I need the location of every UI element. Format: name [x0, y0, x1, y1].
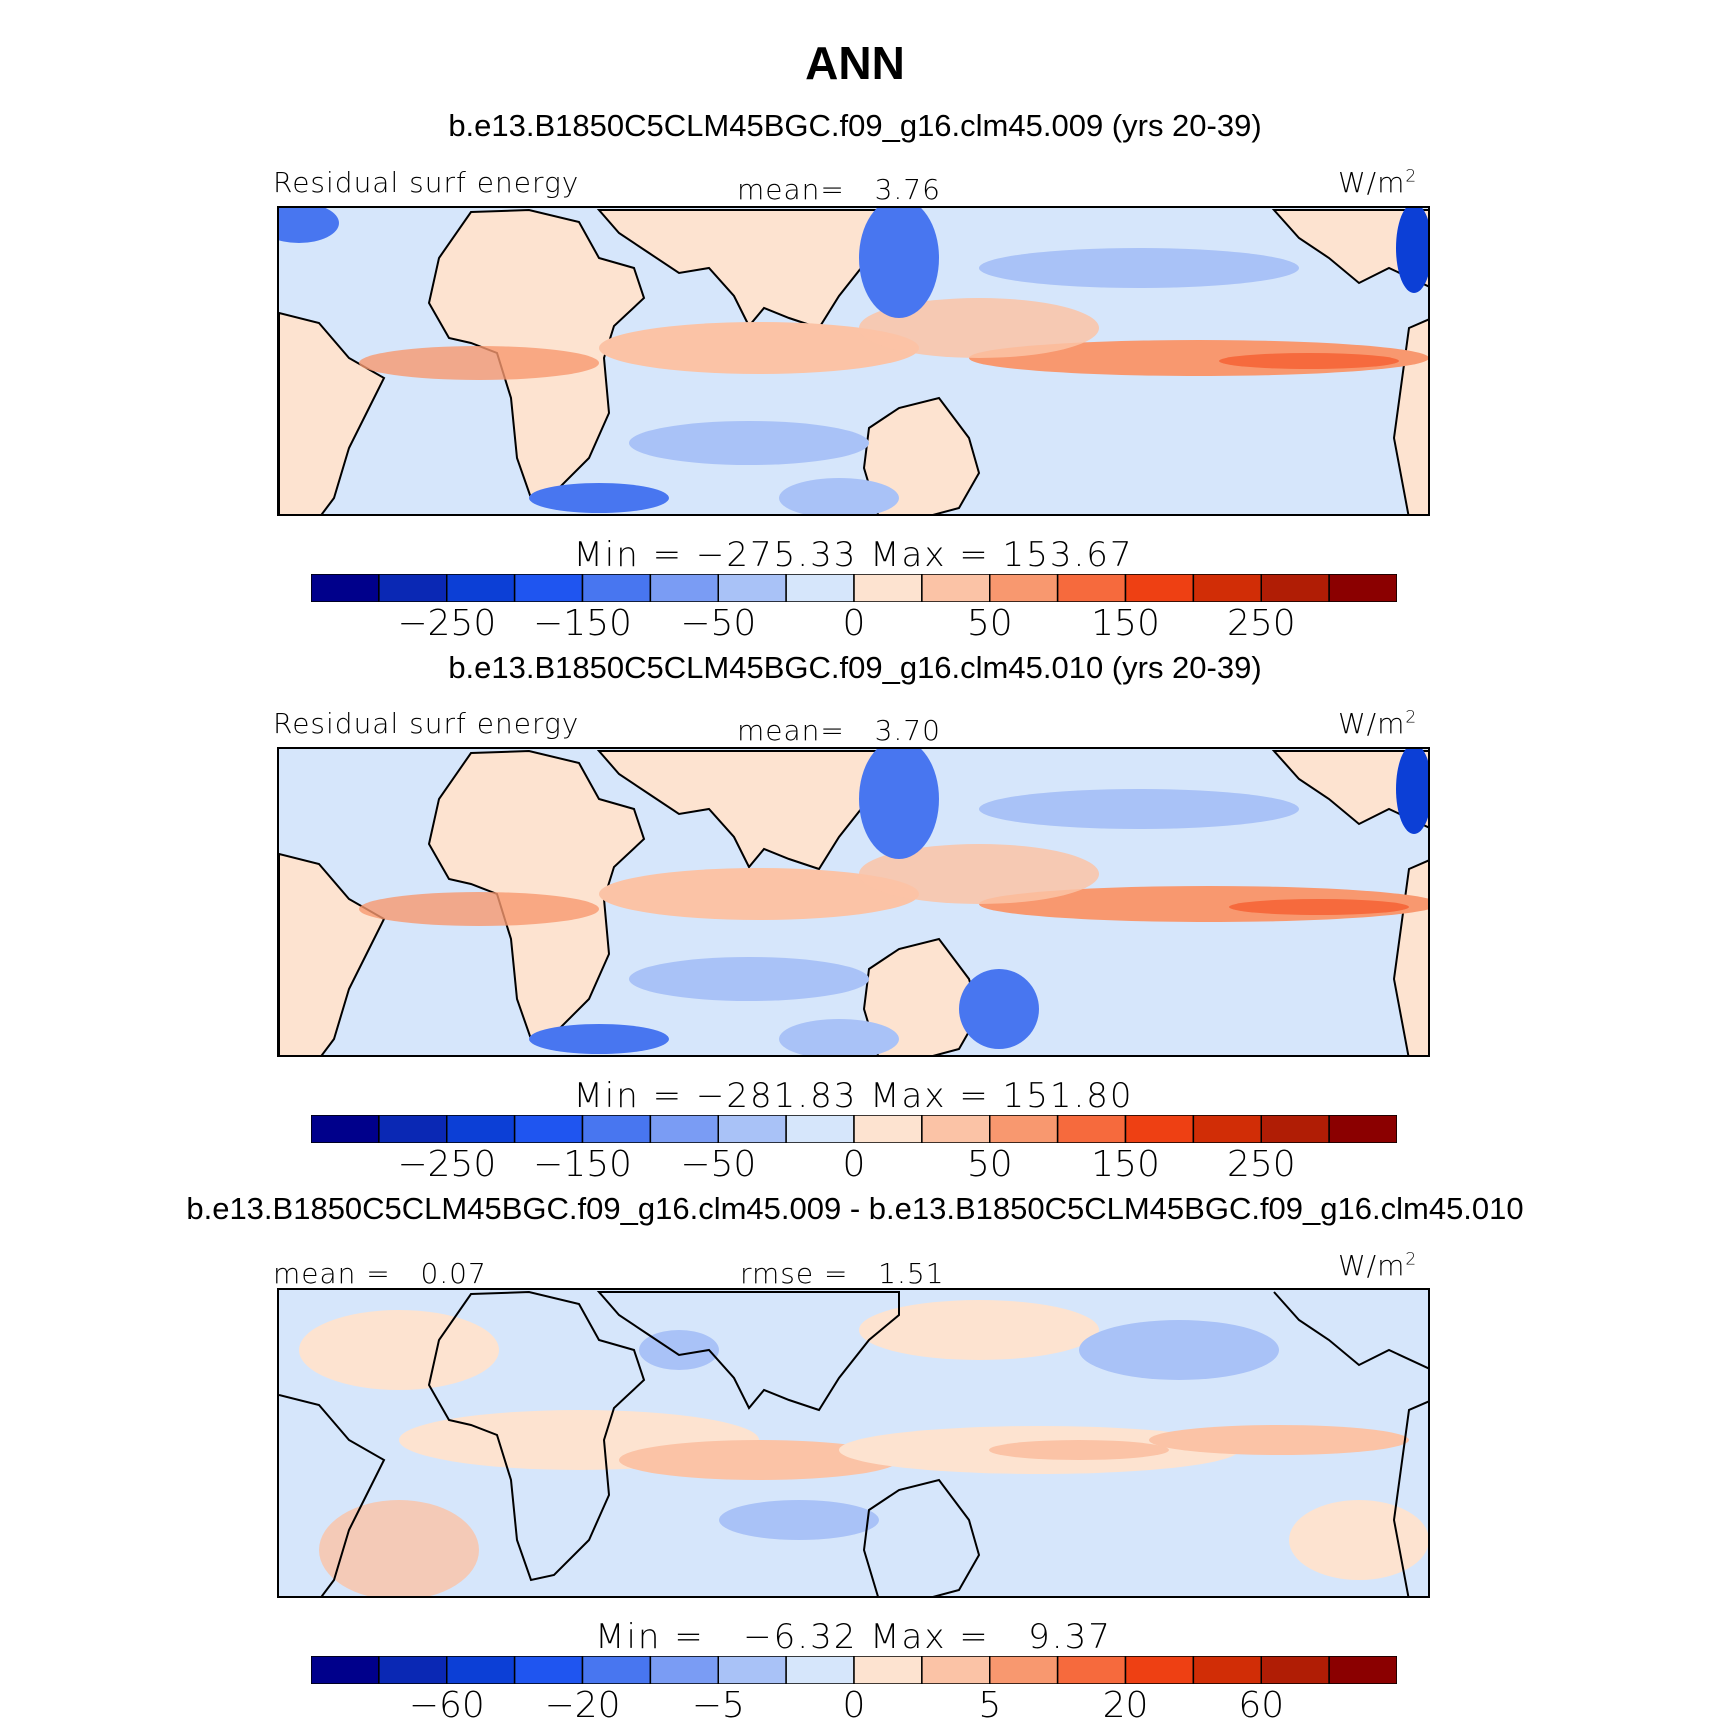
colorbar-swatch	[581, 1656, 652, 1684]
colorbar-swatch	[785, 1656, 855, 1684]
colorbar-labels: −250 −150 −50 0 50 150 250	[311, 1144, 1397, 1185]
colorbar-swatch	[581, 574, 652, 602]
colorbar-swatch	[1328, 1656, 1397, 1684]
colorbar-tick-label: 0	[842, 1144, 866, 1185]
colorbar-tick-label: −20	[544, 1685, 621, 1726]
colorbar	[311, 574, 1397, 602]
colorbar-swatch	[1260, 1115, 1330, 1143]
mean-label: mean= 3.76	[737, 173, 941, 206]
minmax-label: Min = −6.32 Max = 9.37	[595, 1617, 1112, 1657]
colorbar-tick-label: 60	[1238, 1685, 1285, 1726]
figure-title: ANN	[805, 37, 905, 89]
colorbar-swatch	[513, 1656, 584, 1684]
colorbar-swatch	[1192, 1115, 1263, 1143]
colorbar-swatch	[311, 1656, 380, 1684]
colorbar-swatch	[446, 1115, 516, 1143]
panel-subtitle: b.e13.B1850C5CLM45BGC.f09_g16.clm45.009 …	[448, 108, 1262, 143]
colorbar-swatch	[785, 574, 855, 602]
field-label: Residual surf energy	[273, 707, 580, 740]
colorbar-swatch	[1056, 1656, 1127, 1684]
colorbar-swatch	[1192, 574, 1263, 602]
units-label: W/m2	[1338, 707, 1418, 740]
colorbar-tick-label: −150	[533, 603, 632, 644]
colorbar-swatch	[311, 574, 380, 602]
colorbar-swatch	[1056, 574, 1127, 602]
colorbar-swatch	[1056, 1115, 1127, 1143]
colorbar-tick-label: 0	[842, 603, 866, 644]
colorbar-swatch	[921, 574, 991, 602]
colorbar-tick-label: −150	[533, 1144, 632, 1185]
colorbar-swatch	[921, 1115, 991, 1143]
colorbar-swatch	[513, 1115, 584, 1143]
colorbar-swatch	[378, 1115, 448, 1143]
colorbar-swatch	[1192, 1656, 1263, 1684]
panel-subtitle: b.e13.B1850C5CLM45BGC.f09_g16.clm45.009 …	[186, 1191, 1524, 1226]
colorbar-tick-label: 50	[966, 603, 1013, 644]
colorbar-swatch	[1328, 1115, 1397, 1143]
colorbar-swatch	[1124, 1656, 1195, 1684]
colorbar-swatch	[853, 574, 923, 602]
colorbar-swatch	[1124, 574, 1195, 602]
colorbar-tick-label: 250	[1226, 1144, 1296, 1185]
colorbar-swatch	[378, 574, 448, 602]
colorbar-tick-label: −250	[397, 1144, 497, 1185]
colorbar-swatch	[446, 1656, 516, 1684]
colorbar-swatch	[785, 1115, 855, 1143]
contour-map	[279, 208, 1428, 514]
colorbar-swatch	[717, 1656, 787, 1684]
map-3	[277, 1288, 1430, 1598]
colorbar-tick-label: −50	[680, 1144, 757, 1185]
colorbar-swatch	[1260, 1656, 1330, 1684]
minmax-label: Min = −275.33 Max = 153.67	[573, 535, 1134, 575]
colorbar-swatch	[1124, 1115, 1195, 1143]
colorbar-swatch	[446, 574, 516, 602]
colorbar-tick-label: 0	[842, 1685, 866, 1726]
map-2	[277, 747, 1430, 1057]
colorbar-labels: −250 −150 −50 0 50 150 250	[311, 603, 1397, 644]
colorbar-swatch	[378, 1656, 448, 1684]
map-1	[277, 206, 1430, 516]
colorbar-tick-label: −50	[680, 603, 757, 644]
diff-mean-label: mean = 0.07	[273, 1257, 487, 1290]
colorbar-swatch	[581, 1115, 652, 1143]
colorbar-swatch	[989, 574, 1059, 602]
colorbar-swatch	[1328, 574, 1397, 602]
contour-map	[279, 749, 1428, 1055]
colorbar-swatch	[717, 574, 787, 602]
mean-label: mean= 3.70	[737, 714, 941, 747]
colorbar	[311, 1115, 1397, 1143]
units-label: W/m2	[1338, 1249, 1418, 1282]
colorbar-tick-label: 50	[966, 1144, 1013, 1185]
contour-map	[279, 1290, 1428, 1596]
colorbar-swatch	[717, 1115, 787, 1143]
colorbar-swatch	[989, 1115, 1059, 1143]
colorbar-tick-label: 150	[1091, 1144, 1160, 1185]
colorbar-swatch	[921, 1656, 991, 1684]
colorbar-swatch	[649, 1656, 720, 1684]
colorbar-tick-label: 5	[978, 1685, 1002, 1726]
minmax-label: Min = −281.83 Max = 151.80	[573, 1076, 1134, 1116]
units-label: W/m2	[1338, 166, 1418, 199]
colorbar-swatch	[649, 1115, 720, 1143]
colorbar-tick-label: −5	[691, 1685, 745, 1726]
colorbar	[311, 1656, 1397, 1684]
colorbar-swatch	[853, 1115, 923, 1143]
colorbar-swatch	[853, 1656, 923, 1684]
colorbar-tick-label: −250	[397, 603, 497, 644]
rmse-label: rmse = 1.51	[740, 1257, 945, 1290]
colorbar-swatch	[989, 1656, 1059, 1684]
panel-subtitle: b.e13.B1850C5CLM45BGC.f09_g16.clm45.010 …	[448, 650, 1262, 685]
colorbar-tick-label: 250	[1226, 603, 1296, 644]
colorbar-tick-label: 20	[1102, 1685, 1149, 1726]
colorbar-tick-label: −60	[408, 1685, 485, 1726]
colorbar-swatch	[1260, 574, 1330, 602]
colorbar-swatch	[649, 574, 720, 602]
colorbar-swatch	[513, 574, 584, 602]
colorbar-swatch	[311, 1115, 380, 1143]
colorbar-tick-label: 150	[1091, 603, 1160, 644]
colorbar-labels: −60 −20 −5 0 5 20 60	[311, 1685, 1397, 1726]
field-label: Residual surf energy	[273, 166, 580, 199]
